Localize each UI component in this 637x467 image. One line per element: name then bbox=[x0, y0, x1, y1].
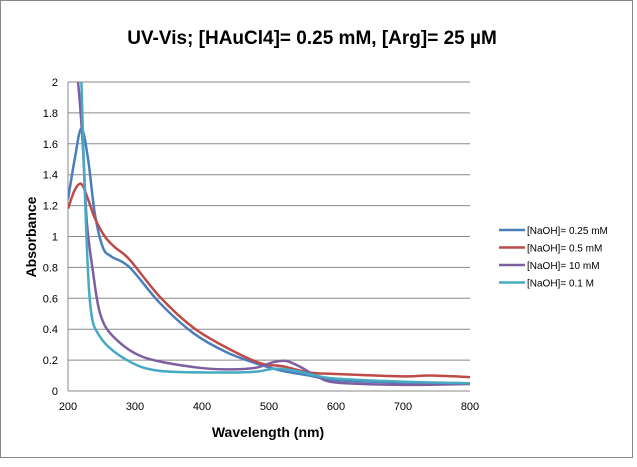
y-tick-label: 1.8 bbox=[43, 108, 58, 120]
chart-border bbox=[0, 0, 633, 458]
series-line bbox=[68, 182, 470, 379]
y-tick-label: 1.2 bbox=[43, 201, 58, 213]
x-tick-label: 400 bbox=[193, 401, 211, 413]
x-tick-label: 200 bbox=[59, 401, 77, 413]
y-tick-label: 1.6 bbox=[43, 139, 58, 151]
x-axis-label: Wavelength (nm) bbox=[212, 424, 324, 440]
y-tick-label: 0.4 bbox=[43, 324, 58, 336]
x-tick-label: 600 bbox=[327, 401, 345, 413]
x-tick-label: 700 bbox=[394, 401, 412, 413]
chart-title: UV-Vis; [HAuCl4]= 0.25 mM, [Arg]= 25 µM bbox=[127, 28, 497, 49]
series-line bbox=[80, 82, 470, 385]
y-tick-label: 1 bbox=[52, 232, 58, 244]
y-axis-label: Absorbance bbox=[23, 196, 39, 277]
y-tick-label: 0.6 bbox=[43, 293, 58, 305]
legend-label: [NaOH]= 0.1 M bbox=[527, 279, 594, 290]
y-tick-label: 0.8 bbox=[43, 262, 58, 274]
legend-label: [NaOH]= 10 mM bbox=[527, 261, 600, 272]
y-tick-label: 1.4 bbox=[43, 170, 58, 182]
legend-label: [NaOH]= 0.25 mM bbox=[527, 226, 608, 237]
y-tick-label: 0.2 bbox=[43, 355, 58, 367]
y-tick-label: 2 bbox=[52, 77, 58, 89]
y-tick-label: 0 bbox=[52, 386, 58, 398]
x-tick-label: 300 bbox=[126, 401, 144, 413]
legend-label: [NaOH]= 0.5 mM bbox=[527, 244, 602, 255]
x-tick-label: 500 bbox=[260, 401, 278, 413]
x-tick-label: 800 bbox=[461, 401, 479, 413]
